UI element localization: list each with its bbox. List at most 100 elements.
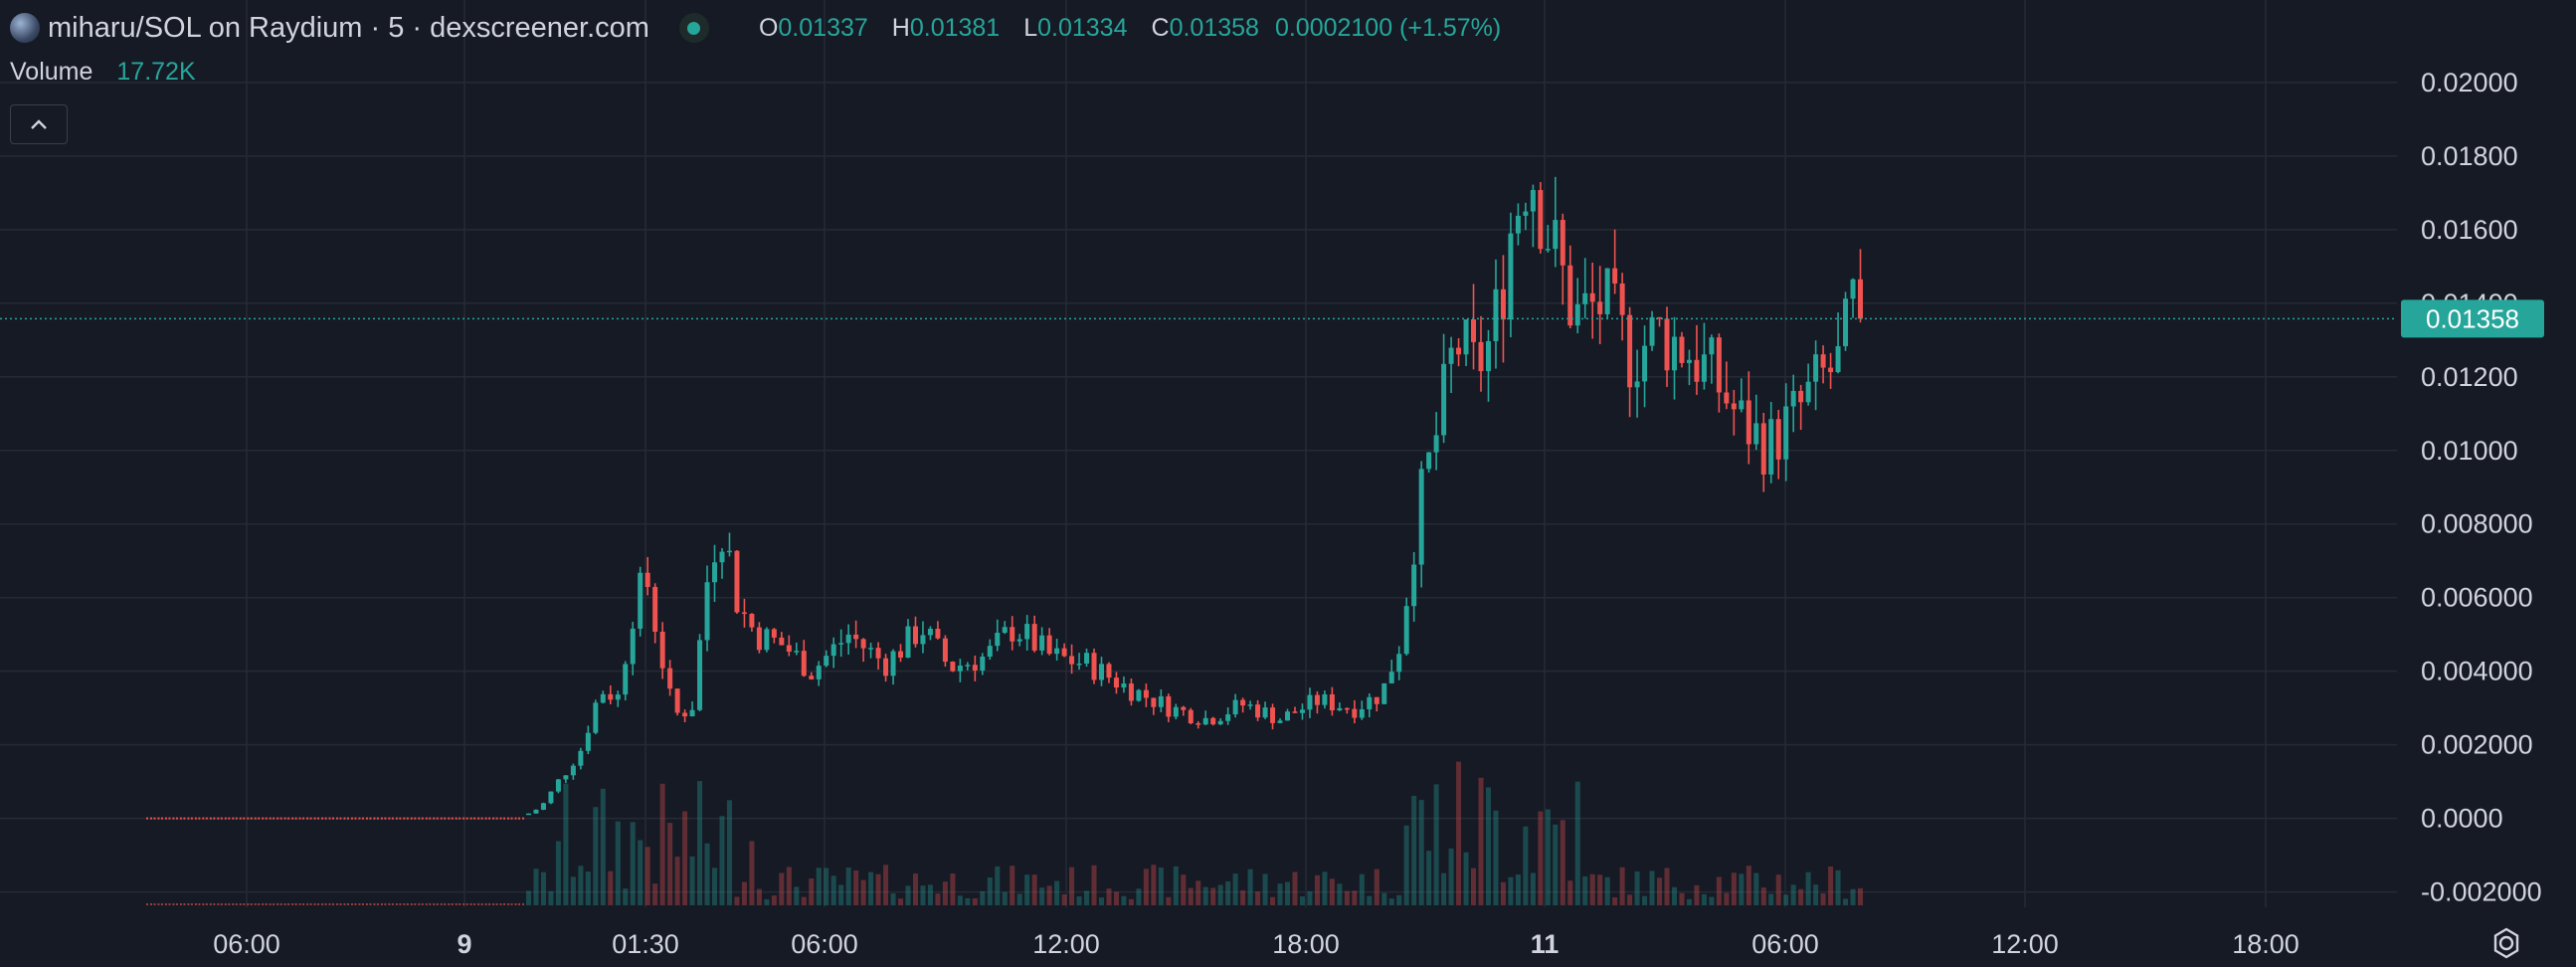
candle-body (1426, 452, 1432, 470)
candle-body (845, 634, 851, 644)
volume-bar (1760, 887, 1766, 905)
volume-bar (905, 885, 911, 905)
candle-body (756, 627, 762, 651)
volume-bar (1352, 890, 1358, 905)
volume-bar (1292, 871, 1298, 905)
volume-bar (726, 800, 732, 905)
candle-body (1396, 654, 1402, 673)
candle-body (615, 694, 621, 700)
candle-body (1619, 283, 1625, 315)
volume-bar (540, 871, 546, 905)
candle-body (883, 658, 889, 677)
candle-body (1493, 289, 1499, 341)
volume-bar (1329, 878, 1335, 905)
candle-body (1456, 347, 1462, 355)
candle-body (905, 626, 911, 658)
volume-bar (957, 895, 963, 905)
candle-body (1016, 639, 1022, 642)
volume-bar (1463, 852, 1469, 905)
candle-body (838, 643, 844, 645)
candle-body (1790, 390, 1796, 407)
y-tick-label: 0.006000 (2421, 583, 2533, 613)
candle-body (1448, 347, 1454, 364)
collapse-button[interactable] (10, 104, 68, 144)
candle-body (1367, 696, 1373, 710)
candle-body (1232, 699, 1238, 715)
candle-body (1240, 699, 1246, 706)
volume-bar (1016, 893, 1022, 905)
volume-bar (853, 870, 859, 905)
volume-bar (995, 866, 1001, 905)
volume-bar (1850, 888, 1856, 905)
volume-bar (1627, 894, 1633, 905)
volume-bar (697, 781, 703, 905)
volume-bar (593, 807, 599, 905)
candle-body (1500, 289, 1506, 320)
volume-bar (1277, 883, 1283, 905)
candle-body (689, 709, 695, 717)
volume-bar (749, 841, 755, 905)
volume-bar (1731, 872, 1737, 905)
volume-bar (1143, 869, 1149, 905)
candle-body (875, 648, 881, 659)
candle-body (1627, 314, 1633, 388)
volume-bar (638, 840, 644, 905)
settings-icon[interactable] (2488, 925, 2524, 961)
y-tick-label: 0.008000 (2421, 509, 2533, 539)
chart-grid (0, 0, 2397, 907)
volume-bar (883, 865, 889, 905)
candle-body (1671, 336, 1677, 371)
y-tick-label: 0.01200 (2421, 362, 2518, 392)
candle-body (920, 635, 926, 645)
live-dot-icon[interactable] (678, 13, 709, 43)
volume-bar (1567, 880, 1573, 905)
volume-bar (898, 898, 904, 905)
volume-bar (794, 886, 800, 905)
volume-bar (741, 881, 747, 905)
volume-bar (1374, 869, 1380, 905)
candle-body (995, 632, 1001, 647)
volume-bar (1664, 868, 1670, 905)
candle-body (1694, 359, 1700, 382)
volume-bar (1805, 871, 1811, 905)
candle-body (1196, 722, 1201, 725)
volume-bar (578, 866, 584, 905)
candle-body (1753, 423, 1759, 445)
candle-body (1679, 336, 1685, 363)
volume-bar (1031, 874, 1037, 905)
candle-body (1225, 714, 1231, 721)
volume-bar (1181, 874, 1187, 905)
volume-bar (1396, 894, 1402, 905)
candle-body (779, 637, 785, 646)
candle-body (1374, 696, 1380, 704)
high-label: H (891, 13, 910, 42)
volume-bar (1471, 868, 1477, 905)
volume-bar (1314, 874, 1320, 905)
volume-bar (1790, 884, 1796, 905)
candle-body (585, 732, 591, 751)
candle-body (1054, 648, 1060, 655)
candle-body (1441, 363, 1447, 436)
volume-bar (1642, 895, 1648, 905)
volume-bar (615, 821, 621, 905)
x-axis: 06:00 9 01:30 06:00 12:00 18:00 11 06:00 12:00 18… (213, 929, 2300, 959)
candle-body (980, 656, 986, 672)
close-value: 0.01358 (1169, 13, 1259, 42)
candle-body (741, 612, 747, 615)
volume-bar (987, 877, 993, 905)
volume-bar (830, 875, 836, 905)
candle-body (719, 551, 725, 563)
volume-bar (912, 873, 918, 905)
volume-bar (1671, 886, 1677, 905)
candle-body (712, 562, 718, 583)
candle-body (1724, 392, 1730, 404)
candle-body (638, 572, 644, 629)
candle-body (1403, 606, 1409, 655)
candle-body (1597, 301, 1603, 314)
candle-body (1709, 337, 1715, 355)
volume-bar (1403, 825, 1409, 905)
x-tick-label: 06:00 (791, 929, 858, 959)
candle-body (1285, 711, 1291, 721)
candle-body (824, 656, 829, 667)
